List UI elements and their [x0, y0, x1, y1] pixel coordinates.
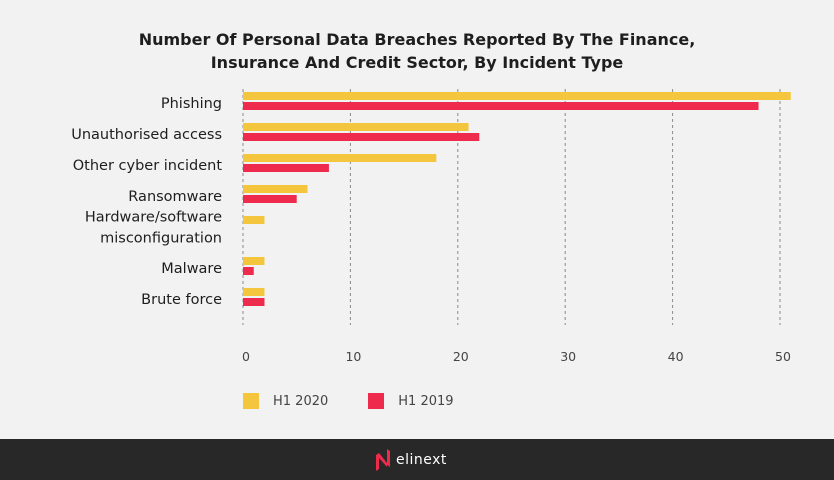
elinext-logo-icon	[376, 449, 390, 471]
category-label: misconfiguration	[100, 231, 222, 247]
legend-label: H1 2020	[273, 393, 329, 409]
bar-h1-2019	[243, 164, 329, 172]
bar-h1-2020	[243, 185, 308, 193]
x-tick-label: 50	[775, 349, 791, 364]
bar-h1-2019	[243, 133, 480, 141]
x-tick-label: 30	[560, 349, 576, 364]
bar-chart: Phishing Unauthorised access Other cyber i…	[71, 89, 791, 364]
footer: elinext	[0, 439, 834, 480]
legend-swatch-h1-2020	[243, 393, 259, 409]
category-label: Unauthorised access	[71, 127, 222, 143]
bars	[243, 92, 791, 306]
category-label: Brute force	[141, 292, 222, 308]
bar-h1-2019	[243, 102, 759, 110]
legend-label: H1 2019	[398, 393, 454, 409]
bar-h1-2019	[243, 298, 265, 306]
category-label: Other cyber incident	[73, 158, 223, 174]
legend-swatch-h1-2019	[368, 393, 385, 409]
bar-h1-2020	[243, 154, 437, 162]
bar-h1-2019	[243, 267, 254, 275]
elinext-logo: elinext	[376, 449, 447, 471]
legend-item-h1-2019[interactable]: H1 2019	[368, 393, 454, 409]
legend: H1 2020 H1 2019	[243, 393, 494, 409]
bar-h1-2020	[243, 92, 791, 100]
category-label: Malware	[161, 261, 222, 277]
category-label: Ransomware	[128, 189, 222, 205]
x-tick-label: 10	[345, 349, 361, 364]
category-labels: Phishing Unauthorised access Other cyber i…	[71, 96, 222, 308]
bar-h1-2020	[243, 123, 469, 131]
bar-h1-2020	[243, 216, 265, 224]
bar-h1-2019	[243, 195, 297, 203]
x-tick-label: 20	[453, 349, 469, 364]
category-label: Phishing	[161, 96, 222, 112]
x-axis-ticks: 0 10 20 30 40 50	[242, 349, 791, 364]
category-label: Hardware/software	[85, 210, 222, 226]
chart-title-line-2: Insurance And Credit Sector, By Incident…	[210, 53, 624, 72]
chart-title: Number Of Personal Data Breaches Reporte…	[0, 28, 834, 74]
x-tick-label: 40	[668, 349, 684, 364]
chart-title-line-1: Number Of Personal Data Breaches Reporte…	[138, 30, 696, 49]
legend-item-h1-2020[interactable]: H1 2020	[243, 393, 328, 409]
x-tick-label: 0	[242, 349, 250, 364]
bar-h1-2020	[243, 288, 265, 296]
bar-h1-2020	[243, 257, 265, 265]
brand-name: elinext	[396, 452, 447, 468]
